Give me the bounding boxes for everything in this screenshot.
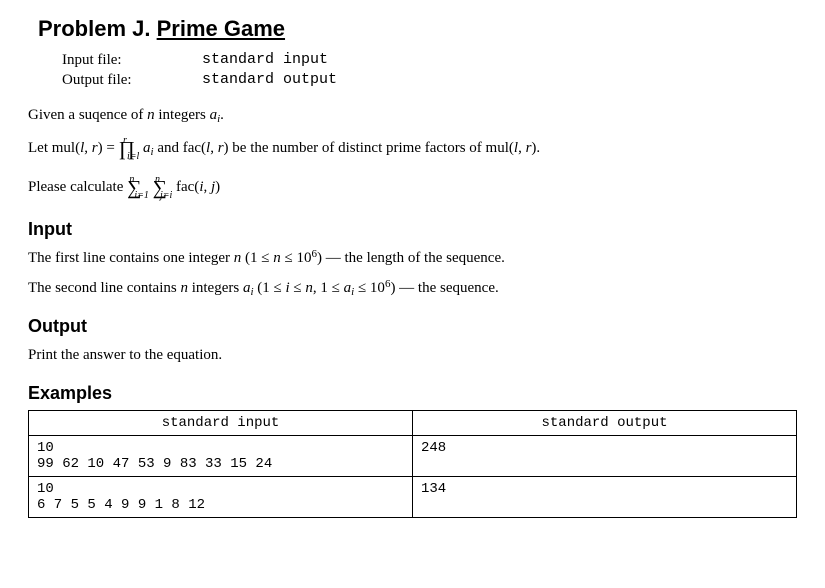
var-ai: ai [344, 280, 355, 296]
input-file-value: standard input [202, 50, 328, 70]
text: , 1 ≤ [313, 280, 344, 296]
text: ≤ 10 [354, 280, 385, 296]
text: ) — the length of the sequence. [317, 250, 505, 266]
text: , [84, 140, 92, 156]
col-output: standard output [413, 410, 797, 435]
var-ai: ai [210, 107, 221, 123]
col-input: standard input [29, 410, 413, 435]
problem-name: Prime Game [157, 16, 285, 41]
examples-heading: Examples [28, 383, 797, 404]
output-text: Print the answer to the equation. [28, 345, 797, 367]
text: The first line contains one integer [28, 250, 234, 266]
text: and fac( [154, 140, 206, 156]
sum2-upper: n [155, 174, 160, 185]
text: integers [155, 107, 210, 123]
statement-p3: Please calculate ∑ni=1 ∑nj=i fac(i, j) [28, 173, 797, 204]
var-ai: ai [143, 140, 154, 156]
example-output: 134 [413, 476, 797, 517]
table-header-row: standard input standard output [29, 410, 797, 435]
example-input: 10 99 62 10 47 53 9 83 33 15 24 [29, 435, 413, 476]
text: ) = [98, 140, 119, 156]
problem-label: Problem [38, 16, 132, 41]
var-n: n [305, 280, 313, 296]
text: Please calculate [28, 179, 127, 195]
text: , [210, 140, 218, 156]
file-info: Input file: standard input Output file: … [62, 50, 797, 91]
input-line2: The second line contains n integers ai (… [28, 278, 797, 300]
example-input: 10 6 7 5 5 4 9 9 1 8 12 [29, 476, 413, 517]
output-heading: Output [28, 316, 797, 337]
var-n: n [273, 250, 281, 266]
example-output: 248 [413, 435, 797, 476]
input-heading: Input [28, 219, 797, 240]
problem-letter: J [132, 16, 144, 41]
text: Let mul( [28, 140, 80, 156]
text: ≤ [290, 280, 306, 296]
text: ) [215, 179, 220, 195]
text: integers [188, 280, 243, 296]
text: . [220, 107, 224, 123]
output-file-label: Output file: [62, 70, 202, 90]
text: , [203, 179, 211, 195]
var-n: n [147, 107, 155, 123]
statement-p2: Let mul(l, r) = ∏ri=l ai and fac(l, r) b… [28, 134, 797, 165]
sum1-upper: n [129, 174, 134, 185]
text: ). [531, 140, 540, 156]
var-ai: ai [243, 280, 254, 296]
text: ) be the number of distinct prime factor… [224, 140, 514, 156]
statement-p1: Given a suqence of n integers ai. [28, 105, 797, 127]
input-line1: The first line contains one integer n (1… [28, 248, 797, 270]
examples-table: standard input standard output 10 99 62 … [28, 410, 797, 518]
prod-lower: i=l [127, 151, 139, 162]
problem-title: Problem J. Prime Game [38, 16, 797, 42]
text: ) — the sequence. [390, 280, 498, 296]
text: (1 ≤ [254, 280, 286, 296]
sum2-lower: j=i [160, 190, 172, 201]
a: a [210, 107, 218, 123]
output-file-value: standard output [202, 70, 337, 90]
table-row: 10 99 62 10 47 53 9 83 33 15 24 248 [29, 435, 797, 476]
prod-upper: r [123, 135, 127, 146]
sum1-lower: i=1 [134, 190, 149, 201]
table-row: 10 6 7 5 5 4 9 9 1 8 12 134 [29, 476, 797, 517]
text: , [518, 140, 526, 156]
output-file-row: Output file: standard output [62, 70, 797, 90]
input-file-label: Input file: [62, 50, 202, 70]
text: Given a suqence of [28, 107, 147, 123]
text: The second line contains [28, 280, 180, 296]
input-file-row: Input file: standard input [62, 50, 797, 70]
text: fac( [172, 179, 199, 195]
text: ≤ 10 [281, 250, 312, 266]
var-n: n [180, 280, 188, 296]
text: (1 ≤ [241, 250, 273, 266]
